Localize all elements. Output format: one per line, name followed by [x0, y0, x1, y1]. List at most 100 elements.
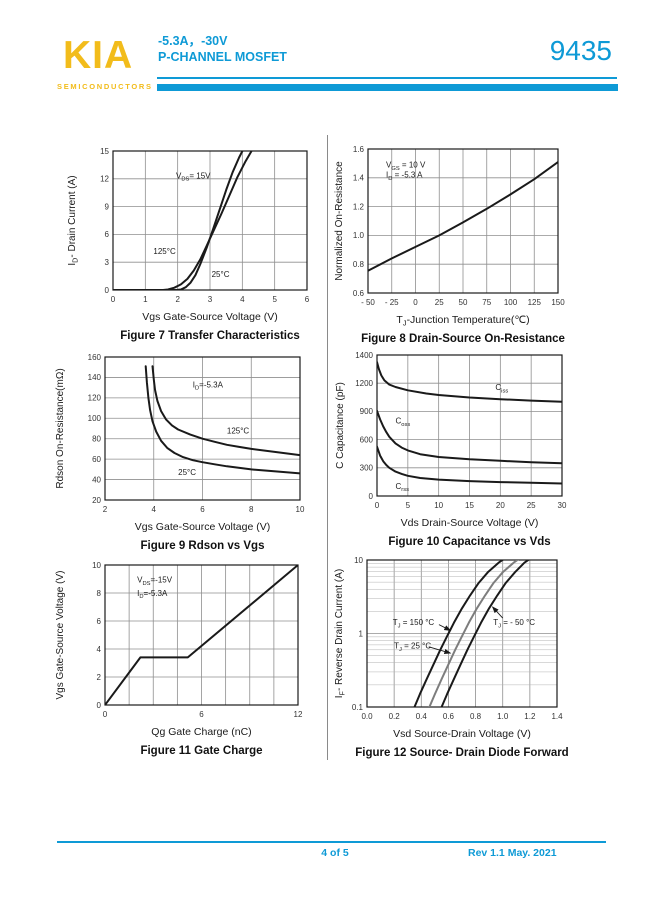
part-number: 9435 [549, 35, 612, 66]
figure-11-canvas: 0 6 12 0 2 4 6 8 10 VDS=-15V ID=-5.3A Vgs Gate-Sour… [55, 561, 303, 757]
figure-7: 0 1 2 3 4 5 6 0 3 6 9 12 15 VDS= 15V 125°C 25°C ID- Drai… [57, 133, 325, 347]
x-tick-label: 25 [435, 298, 444, 307]
x-tick-label: 2 [175, 295, 180, 304]
y-tick-label: 6 [105, 230, 110, 239]
y-axis-label: Rdson On-Resistance(mΩ) [55, 368, 66, 488]
y-tick-label: 3 [105, 258, 110, 267]
x-tick-label: 0 [413, 298, 418, 307]
x-tick-label: 12 [294, 710, 303, 719]
series-curve-normalized-on-resistance [368, 161, 558, 272]
figure-caption: Figure 12 Source- Drain Diode Forward [355, 747, 568, 759]
x-axis-label: Vgs Gate-Source Voltage (V) [142, 311, 277, 323]
series-curve-25-c [144, 365, 300, 475]
plot-border [112, 150, 308, 291]
y-tick-label: 1400 [355, 351, 373, 360]
x-tick-label: - 50 [361, 298, 375, 307]
annotation-arrow [438, 624, 452, 631]
header-rule-thick [157, 84, 618, 91]
series-curve-gate-charge [105, 565, 298, 705]
y-tick-label: 300 [360, 464, 374, 473]
x-axis-label: Vsd Source-Drain Voltage (V) [393, 728, 531, 740]
footer-rule [57, 841, 606, 843]
x-tick-label: 25 [527, 501, 536, 510]
x-tick-label: 5 [406, 501, 411, 510]
x-tick-label: 15 [465, 501, 474, 510]
figure-9-canvas: 2 4 6 8 10 20 40 60 80 100 120 140 160 ID=-5.3A 125°C 2… [55, 353, 305, 552]
series-curve-25-c [113, 151, 244, 290]
figure-12: 0.0 0.2 0.4 0.6 0.8 1.0 1.2 1.4 0.1 1 10 TJ = 150 °… [330, 548, 622, 766]
figure-caption: Figure 7 Transfer Characteristics [120, 330, 300, 342]
x-axis-label: Qg Gate Charge (nC) [151, 726, 251, 738]
x-tick-label: 0 [375, 501, 380, 510]
x-tick-label: 0.8 [470, 712, 482, 721]
annotation: 125°C [153, 247, 176, 256]
annotation: VGS = 10 V [386, 161, 426, 172]
plot-border [104, 564, 299, 706]
series-curve-tj-50-c [440, 560, 531, 707]
y-tick-label: 1.2 [353, 202, 365, 211]
y-tick-label: 4 [97, 645, 102, 654]
figure-8-canvas: - 50 - 25 0 25 50 75 100 125 150 0.6 0.8 1.0 1.2 1.4 1… [334, 145, 565, 345]
y-tick-label: 140 [88, 373, 102, 382]
annotation: 25°C [212, 270, 230, 279]
y-tick-label: 12 [100, 175, 109, 184]
x-tick-label: 75 [482, 298, 491, 307]
y-tick-label: 0.8 [353, 260, 365, 269]
y-tick-label: 0 [97, 701, 102, 710]
x-tick-label: 1.4 [551, 712, 563, 721]
x-tick-label: 0.4 [416, 712, 428, 721]
y-tick-label: 100 [88, 414, 102, 423]
figure-caption: Figure 8 Drain-Source On-Resistance [361, 333, 565, 345]
figure-8: - 50 - 25 0 25 50 75 100 125 150 0.6 0.8 1.0 1.2 1.4 1… [330, 133, 622, 347]
y-tick-label: 15 [100, 147, 109, 156]
y-tick-label: 10 [354, 556, 363, 565]
figure-11: 0 6 12 0 2 4 6 8 10 VDS=-15V ID=-5.3A Vgs Gate-Sour… [50, 548, 325, 766]
annotation: VDS=-15V [137, 576, 173, 587]
x-tick-label: - 25 [385, 298, 399, 307]
y-tick-label: 9 [105, 202, 110, 211]
y-tick-label: 0.6 [353, 289, 365, 298]
series-curve-tj-150-c [413, 560, 505, 707]
device-rating: -5.3A，-30V [158, 34, 228, 48]
annotation: Ciss [495, 383, 508, 394]
figure-10: 0 5 10 15 20 25 30 0 300 600 900 1200 1400 Ciss Coss Cr… [330, 340, 622, 556]
series-curve-crss [377, 445, 562, 485]
x-tick-label: 0.0 [361, 712, 373, 721]
revision-label: Rev 1.1 May. 2021 [468, 847, 557, 859]
series-curve-ciss [377, 361, 562, 403]
y-axis-label: ID- Drain Current (A) [67, 175, 79, 265]
x-tick-label: 0.6 [443, 712, 455, 721]
kia-logo: KIA [63, 34, 134, 77]
y-axis-label: Vgs Gate-Source Voltage (V) [55, 571, 66, 700]
annotation: ID = -5.3 A [386, 171, 423, 182]
x-tick-label: 6 [200, 505, 205, 514]
figure-9: 2 4 6 8 10 20 40 60 80 100 120 140 160 ID=-5.3A 125°C 2… [50, 340, 325, 556]
x-tick-label: 5 [272, 295, 277, 304]
y-tick-label: 40 [92, 475, 101, 484]
y-tick-label: 0 [105, 286, 110, 295]
y-axis-label: Normalized On-Resistance [334, 161, 345, 281]
plot-border [376, 354, 563, 497]
annotation: Crss [396, 482, 410, 493]
y-axis-label: C Capacitance (pF) [335, 382, 346, 469]
annotation: Coss [396, 417, 411, 428]
column-divider [327, 135, 328, 760]
annotation: ID=-5.3A [193, 380, 224, 391]
x-tick-label: 0.2 [389, 712, 401, 721]
x-tick-label: 10 [434, 501, 443, 510]
x-tick-label: 4 [240, 295, 245, 304]
figure-caption: Figure 10 Capacitance vs Vds [388, 536, 550, 548]
series-curve-125-c [151, 365, 300, 457]
annotation: TJ = 25 °C [394, 642, 431, 653]
annotation: TJ = 150 °C [393, 618, 435, 629]
annotation: ID=-5.3A [137, 589, 168, 600]
figure-caption: Figure 11 Gate Charge [140, 745, 262, 757]
x-tick-label: 150 [551, 298, 565, 307]
x-tick-label: 10 [296, 505, 305, 514]
y-tick-label: 8 [97, 589, 102, 598]
kia-logo-subtext: SEMICONDUCTORS [57, 82, 153, 91]
series-curve-coss [377, 409, 562, 465]
x-tick-label: 3 [208, 295, 213, 304]
figure-10-canvas: 0 5 10 15 20 25 30030060090012001400CissCossCr… [335, 351, 567, 548]
